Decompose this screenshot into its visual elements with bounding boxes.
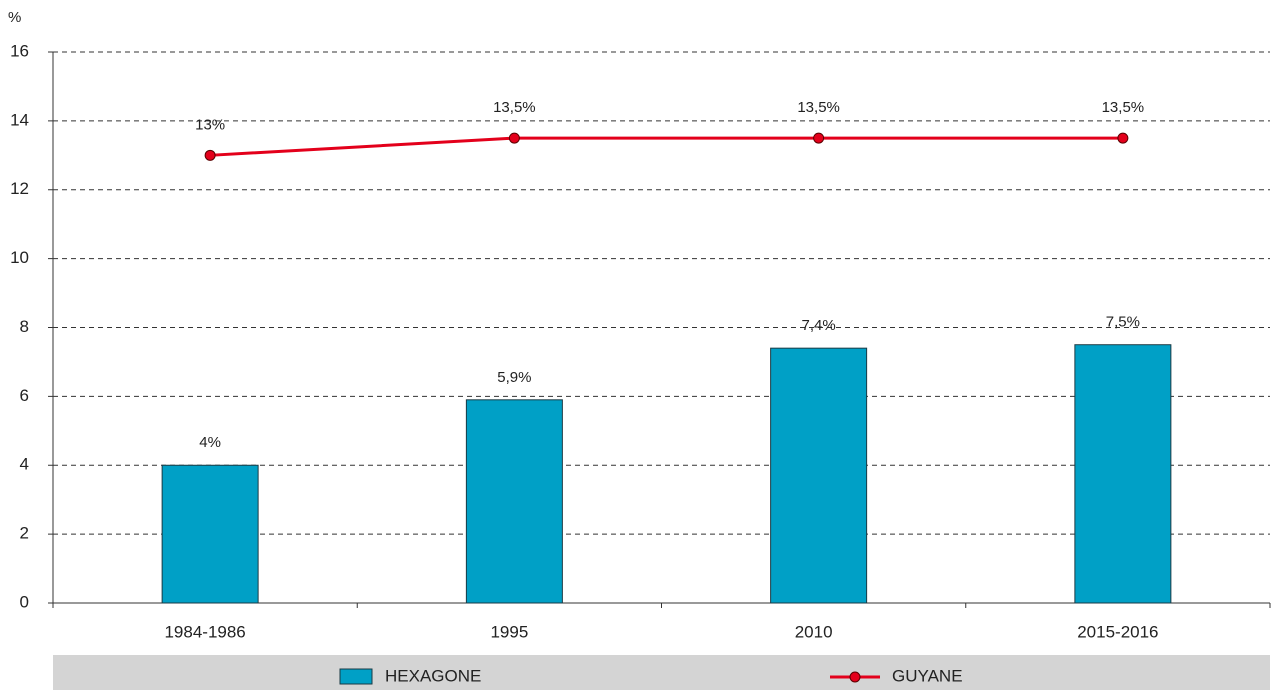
y-tick-label: 10 <box>10 248 29 267</box>
legend-label: GUYANE <box>892 666 963 685</box>
x-tick-label: 2010 <box>795 622 833 641</box>
marker <box>204 149 216 161</box>
marker <box>1117 132 1129 144</box>
legend-marker <box>849 671 861 683</box>
x-tick-label: 1995 <box>490 622 528 641</box>
y-tick-label: 6 <box>20 386 29 405</box>
x-tick-label: 2015-2016 <box>1077 622 1158 641</box>
y-tick-label: 12 <box>10 179 29 198</box>
data-label: 13,5% <box>797 99 840 116</box>
y-tick-label: 0 <box>20 592 29 611</box>
bar <box>465 399 563 604</box>
y-tick-label: 4 <box>20 455 29 474</box>
legend-swatch <box>339 668 373 685</box>
data-label: 13,5% <box>1102 99 1145 116</box>
data-label: 13,5% <box>493 99 536 116</box>
y-tick-label: 2 <box>20 524 29 543</box>
data-label: 7,5% <box>1106 314 1140 331</box>
legend-background <box>53 655 1270 690</box>
line <box>210 136 1123 157</box>
data-label: 13% <box>195 116 225 133</box>
data-label: 4% <box>199 434 221 451</box>
bar <box>1074 344 1172 604</box>
bar <box>161 464 259 604</box>
data-label: 5,9% <box>497 369 531 386</box>
data-label: 7,4% <box>802 317 836 334</box>
y-tick-label: 8 <box>20 317 29 336</box>
bar <box>770 347 868 604</box>
marker <box>813 132 825 144</box>
marker <box>508 132 520 144</box>
x-tick-label: 1984-1986 <box>164 622 245 641</box>
y-tick-label: 14 <box>10 110 29 129</box>
y-axis-label: % <box>8 9 21 26</box>
y-tick-label: 16 <box>10 41 29 60</box>
legend-label: HEXAGONE <box>385 666 481 685</box>
